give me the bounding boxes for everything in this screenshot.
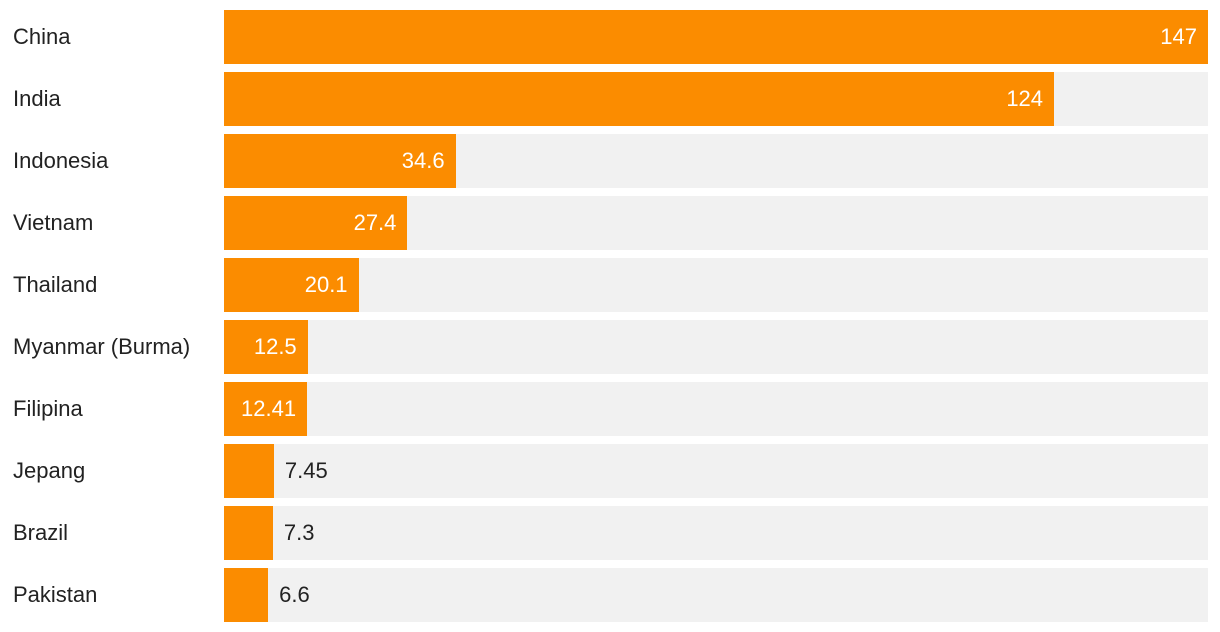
value-label: 20.1	[304, 272, 348, 297]
category-label: Brazil	[13, 520, 69, 545]
bar-row: Vietnam 27.4	[0, 196, 1220, 250]
value-label: 124	[1006, 86, 1044, 111]
category-label: China	[13, 24, 71, 49]
bar-row: Thailand 20.1	[0, 258, 1220, 312]
bar-track: 124	[224, 72, 1208, 126]
bar-row: Jepang 7.45	[0, 444, 1220, 498]
category-label: Vietnam	[13, 210, 94, 235]
bar-track: 6.6	[224, 568, 1208, 622]
bar	[224, 10, 1208, 64]
bar-track: 12.5	[224, 320, 1208, 374]
category-label: India	[13, 86, 61, 111]
category-label: Myanmar (Burma)	[13, 334, 191, 359]
bar-row: Brazil 7.3	[0, 506, 1220, 560]
value-label: 12.5	[253, 334, 297, 359]
category-label: Thailand	[13, 272, 98, 297]
category-label: Indonesia	[13, 148, 109, 173]
value-label: 7.3	[283, 520, 315, 545]
bar	[224, 506, 273, 560]
bar	[224, 320, 308, 374]
category-label: Filipina	[13, 396, 83, 421]
bar-row: Filipina 12.41	[0, 382, 1220, 436]
value-label: 27.4	[353, 210, 397, 235]
bar	[224, 196, 408, 250]
bar-row: Myanmar (Burma) 12.5	[0, 320, 1220, 374]
value-label: 6.6	[279, 582, 310, 607]
bar-track: 147	[224, 10, 1208, 64]
bar-row: Indonesia 34.6	[0, 134, 1220, 188]
bar-track: 20.1	[224, 258, 1208, 312]
bar-row: Pakistan 6.6	[0, 568, 1220, 622]
bar	[224, 134, 456, 188]
bar	[224, 72, 1055, 126]
bar-track: 12.41	[224, 382, 1208, 436]
value-label: 147	[1160, 24, 1197, 49]
bar	[224, 444, 274, 498]
bar-track: 27.4	[224, 196, 1208, 250]
bar	[224, 258, 359, 312]
bar	[224, 568, 269, 622]
value-label: 34.6	[401, 148, 445, 173]
bar-track: 7.45	[224, 444, 1208, 498]
category-label: Jepang	[13, 458, 86, 483]
bar-track: 7.3	[224, 506, 1208, 560]
bar-row: India 124	[0, 72, 1220, 126]
value-label: 7.45	[284, 458, 328, 483]
bar-track: 34.6	[224, 134, 1208, 188]
value-label: 12.41	[241, 396, 297, 421]
bar	[224, 382, 308, 436]
bar-row: China 147	[0, 10, 1220, 64]
category-label: Pakistan	[13, 582, 98, 607]
